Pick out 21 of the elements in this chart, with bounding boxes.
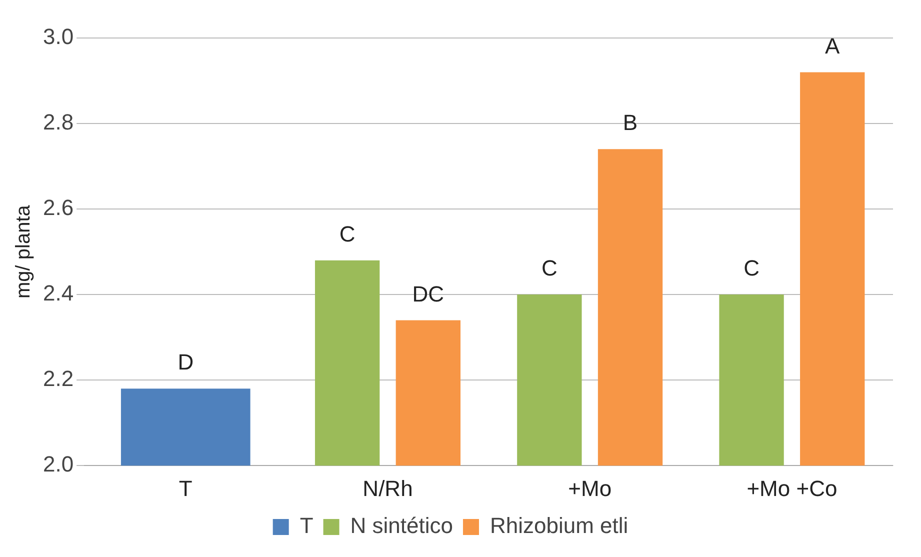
legend-label: Rhizobium etli xyxy=(490,513,628,538)
y-tick-label: 2.0 xyxy=(42,452,74,477)
y-tick-label: 2.2 xyxy=(42,366,74,392)
x-tick-label: N/Rh xyxy=(362,476,413,501)
x-tick-label: +Mo xyxy=(568,476,612,501)
data-label: C xyxy=(744,256,760,281)
data-label: C xyxy=(339,221,356,246)
data-label: A xyxy=(825,33,840,58)
y-tick-label: 3.0 xyxy=(42,24,74,50)
y-axis-title: mg/ planta xyxy=(12,204,35,298)
legend-label: N sintético xyxy=(350,513,453,538)
data-label: DC xyxy=(412,281,444,306)
data-label: D xyxy=(178,350,194,375)
x-tick-label: T xyxy=(178,476,192,501)
y-tick-label: 2.6 xyxy=(42,195,74,220)
x-tick-label: +Mo +Co xyxy=(746,476,838,501)
y-tick-label: 2.8 xyxy=(42,110,74,135)
data-label: C xyxy=(541,256,558,281)
y-tick-label: 2.4 xyxy=(42,280,74,306)
legend-label: T xyxy=(300,513,314,538)
data-label: B xyxy=(622,110,638,136)
